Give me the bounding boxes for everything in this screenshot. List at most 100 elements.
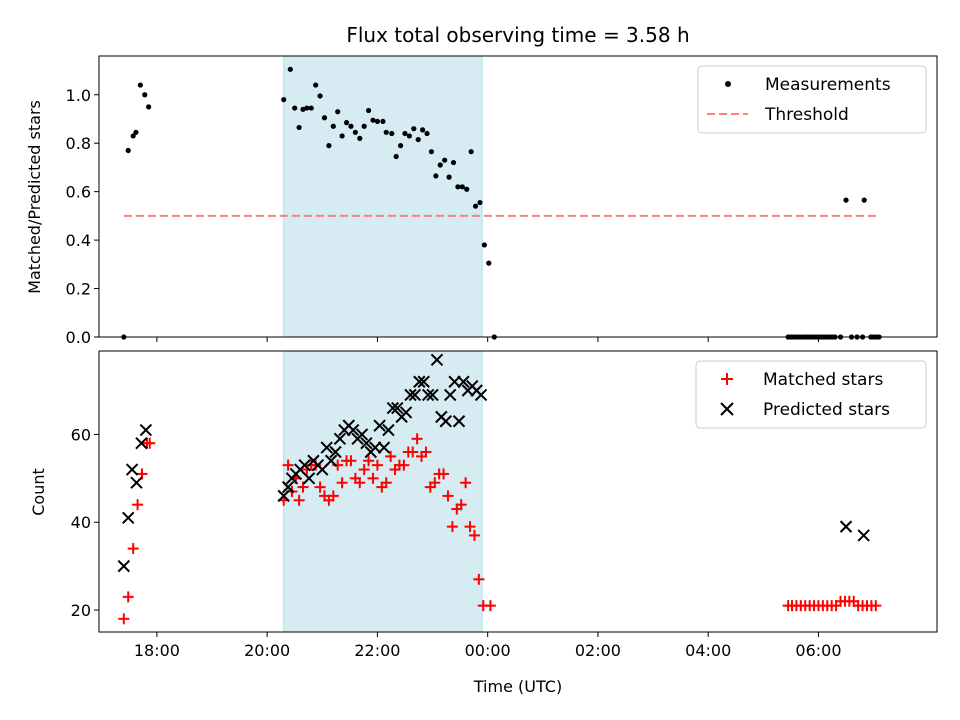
measurement-point: [428, 149, 435, 155]
matched-point: [122, 591, 134, 603]
y-ticks-ratio: 0.0 0.2 0.4 0.6 0.8 1.0: [66, 86, 99, 347]
predicted-point: [320, 441, 333, 454]
measurement-point: [402, 130, 408, 137]
measurement-point: [406, 133, 412, 139]
predicted-point: [430, 353, 444, 366]
matched-point: [332, 459, 344, 471]
legend-marker-predicted: [720, 402, 734, 416]
matched-point: [464, 521, 476, 533]
measurement-point: [292, 105, 298, 111]
matched-point: [345, 455, 357, 467]
predicted-point: [839, 520, 853, 533]
legend-label-predicted: Predicted stars: [763, 400, 890, 420]
measurement-point: [464, 186, 470, 192]
predicted-point: [333, 432, 347, 446]
matched-point: [293, 494, 305, 506]
measurement-point: [380, 118, 386, 125]
matched-point: [380, 477, 392, 489]
matched-point: [358, 464, 370, 476]
legend-box-ratio: [697, 65, 927, 134]
measurement-point: [455, 184, 461, 190]
y-tick-label: 0.2: [66, 280, 91, 299]
matched-point: [336, 477, 348, 489]
measurement-point: [281, 97, 287, 103]
measurement-point: [287, 66, 293, 72]
measurement-point: [304, 105, 310, 111]
predicted-point: [377, 441, 391, 454]
measurement-point: [397, 143, 404, 149]
y-tick-label: 40: [71, 513, 91, 532]
y-tick-label: 0.4: [66, 231, 91, 250]
measurement-point: [450, 159, 457, 166]
measurement-point: [330, 123, 336, 129]
matched-point: [398, 459, 410, 471]
predicted-point: [360, 436, 373, 450]
matched-point: [327, 490, 339, 502]
x-tick-label: 00:00: [465, 641, 511, 660]
y-tick-label: 0.8: [66, 134, 91, 153]
predicted-point: [369, 441, 382, 454]
predicted-point: [417, 375, 430, 388]
x-ticks-count: 18:00 20:00 22:00 00:00 02:00 04:00 06:00: [134, 632, 842, 660]
axes-frame-ratio: [98, 55, 938, 338]
predicted-point: [281, 480, 295, 494]
matched-point: [468, 529, 480, 541]
predicted-point: [448, 375, 461, 388]
measurement-point: [321, 115, 328, 121]
predicted-point: [452, 415, 466, 428]
measurement-point: [420, 127, 426, 133]
predicted-point: [302, 472, 316, 485]
matched-point: [297, 481, 309, 493]
predicted-point: [382, 423, 395, 437]
measurement-point: [481, 242, 487, 248]
measurement-point: [446, 174, 452, 180]
predicted-point: [857, 529, 870, 542]
measurement-point: [374, 118, 381, 125]
measurement-point: [343, 120, 350, 126]
predicted-point: [413, 375, 426, 388]
measurement-point: [365, 107, 372, 114]
predicted-point: [399, 406, 413, 419]
measurement-point: [424, 130, 430, 137]
matched-point: [363, 455, 375, 467]
predicted-point: [135, 436, 148, 450]
measurement-point: [308, 105, 314, 111]
measurement-point: [477, 199, 483, 206]
predicted-point: [324, 454, 338, 467]
predicted-point: [426, 388, 439, 402]
measurement-point: [370, 117, 376, 123]
measurement-point: [146, 104, 152, 110]
matched-point: [442, 490, 454, 502]
measurement-point: [411, 126, 417, 132]
matched-point: [446, 521, 458, 533]
matched-point: [429, 477, 441, 489]
predicted-point: [439, 415, 452, 428]
x-tick-label: 02:00: [575, 641, 621, 660]
panel-ratio: 0.0 0.2 0.4 0.6 0.8 1.0 Matched/Predicted sta…: [25, 55, 938, 347]
y-axis-label-count: Count: [29, 468, 48, 516]
matched-point: [484, 600, 496, 612]
legend-count: Matched stars Predicted stars: [695, 360, 927, 429]
matched-point: [460, 477, 472, 489]
measurement-point: [348, 123, 354, 129]
legend-ratio: Measurements Threshold: [697, 65, 927, 134]
legend-box-count: [695, 360, 927, 429]
measurement-point: [335, 109, 341, 115]
measurement-point: [433, 173, 439, 179]
legend-label-matched: Matched stars: [763, 370, 883, 390]
measurement-point: [352, 129, 358, 135]
measurement-point: [861, 197, 867, 203]
measurement-point: [437, 162, 443, 168]
measurement-point: [326, 143, 332, 149]
y-axis-label-ratio: Matched/Predicted stars: [25, 100, 44, 294]
predicted-point: [404, 388, 417, 402]
predicted-point: [130, 476, 143, 489]
matched-point: [455, 499, 467, 511]
y-ticks-count: 20 40 60: [71, 425, 99, 620]
predicted-point: [125, 463, 139, 476]
measurement-point: [415, 136, 421, 143]
measurement-point: [339, 133, 345, 139]
matched-point: [473, 573, 485, 585]
matched-point: [385, 450, 397, 462]
shaded-region-top: [283, 55, 483, 338]
